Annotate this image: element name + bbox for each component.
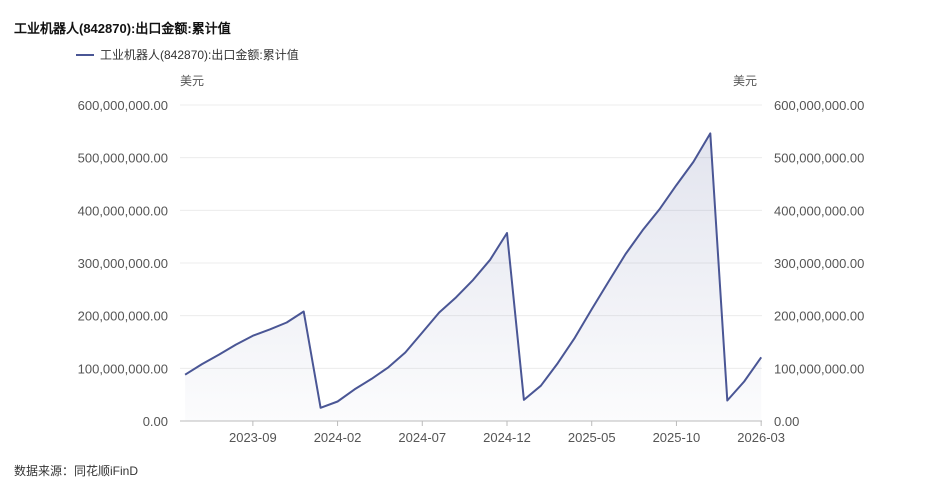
data-point (521, 397, 526, 402)
data-point (623, 252, 628, 257)
data-point (538, 383, 543, 388)
x-tick-label: 2023-09 (229, 430, 277, 445)
data-point (708, 131, 713, 136)
data-point (572, 335, 577, 340)
grid-lines (180, 104, 762, 369)
y-tick-label-right: 0.00 (774, 414, 799, 429)
data-point (318, 405, 323, 410)
y-axis-unit-right: 美元 (733, 74, 758, 88)
y-tick-label-left: 500,000,000.00 (78, 151, 168, 166)
data-point (589, 307, 594, 312)
y-tick-label-left: 600,000,000.00 (78, 98, 168, 113)
series-area (183, 131, 764, 421)
data-source: 数据来源：同花顺iFinD (14, 464, 139, 478)
y-tick-label-right: 400,000,000.00 (774, 203, 864, 218)
y-tick-label-left: 200,000,000.00 (78, 309, 168, 324)
data-point (250, 333, 255, 338)
x-tick-label: 2025-05 (568, 430, 616, 445)
legend-swatch (76, 53, 94, 56)
data-point (352, 387, 357, 392)
data-point (759, 355, 764, 360)
data-point (505, 230, 510, 235)
y-tick-label-right: 100,000,000.00 (774, 361, 864, 376)
axes (180, 420, 762, 426)
data-point (420, 330, 425, 335)
legend[interactable]: 工业机器人(842870):出口金额:累计值 (76, 46, 299, 63)
data-point (606, 279, 611, 284)
data-point (657, 207, 662, 212)
x-tick-label: 2024-12 (483, 430, 531, 445)
data-point (301, 309, 306, 314)
y-tick-label-right: 300,000,000.00 (774, 256, 864, 271)
data-point (335, 399, 340, 404)
data-point (437, 310, 442, 315)
x-tick-label: 2024-02 (314, 430, 362, 445)
data-point (742, 379, 747, 384)
data-point (233, 342, 238, 347)
y-axis-unit-left: 美元 (180, 74, 205, 88)
data-point (691, 159, 696, 164)
data-point (403, 350, 408, 355)
tick-labels: 0.00 0.00 100,000,000.00 100,000,000.00 200,… (78, 98, 865, 445)
y-tick-label-right: 500,000,000.00 (774, 151, 864, 166)
data-point (216, 352, 221, 357)
y-tick-label-left: 300,000,000.00 (78, 256, 168, 271)
data-point (454, 295, 459, 300)
y-tick-label-right: 600,000,000.00 (774, 98, 864, 113)
x-tick-label: 2026-03 (737, 430, 785, 445)
data-point (640, 228, 645, 233)
data-point (471, 277, 476, 282)
data-point (183, 372, 188, 377)
series-line (184, 132, 763, 409)
data-point (267, 327, 272, 332)
data-point (284, 320, 289, 325)
chart-title: 工业机器人(842870):出口金额:累计值 (14, 21, 231, 36)
data-point (488, 257, 493, 262)
data-point (674, 183, 679, 188)
x-tick-label: 2024-07 (398, 430, 446, 445)
y-tick-label-left: 100,000,000.00 (78, 361, 168, 376)
y-tick-label-left: 400,000,000.00 (78, 203, 168, 218)
y-tick-label-left: 0.00 (143, 414, 168, 429)
legend-label: 工业机器人(842870):出口金额:累计值 (100, 48, 299, 62)
y-tick-label-right: 200,000,000.00 (774, 309, 864, 324)
data-point (555, 361, 560, 366)
data-point (386, 365, 391, 370)
data-point (200, 362, 205, 367)
data-point (369, 376, 374, 381)
series-area-fill (185, 133, 762, 421)
x-tick-label: 2025-10 (653, 430, 701, 445)
data-point (725, 398, 730, 403)
